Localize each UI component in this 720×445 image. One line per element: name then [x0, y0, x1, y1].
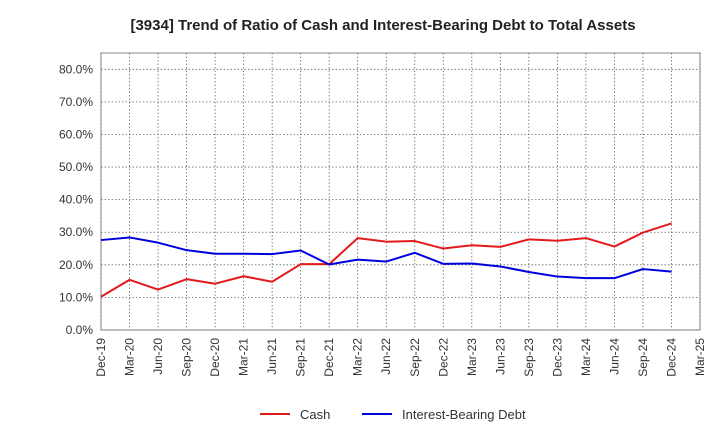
x-tick-label: Sep-22	[408, 338, 422, 377]
x-tick-label: Jun-24	[607, 338, 621, 375]
series-lines	[100, 222, 672, 298]
x-tick-label: Mar-21	[237, 338, 251, 376]
y-tick-label: 20.0%	[59, 258, 93, 272]
y-tick-label: 80.0%	[59, 62, 93, 76]
x-tick-label: Dec-20	[208, 338, 222, 377]
x-tick-label: Sep-20	[180, 338, 194, 377]
x-tick-label: Mar-23	[465, 338, 479, 376]
y-tick-label: 50.0%	[59, 160, 93, 174]
y-tick-label: 40.0%	[59, 193, 93, 207]
x-tick-label: Sep-24	[636, 338, 650, 377]
x-tick-label: Mar-22	[351, 338, 365, 376]
x-tick-label: Jun-22	[379, 338, 393, 375]
plot-area	[100, 52, 701, 331]
x-tick-label: Dec-19	[94, 338, 108, 377]
x-tick-label: Mar-20	[123, 338, 137, 376]
x-tick-label: Dec-21	[322, 338, 336, 377]
series-line-interest-bearing-debt	[100, 236, 672, 280]
chart-title: [3934] Trend of Ratio of Cash and Intere…	[130, 17, 635, 34]
y-tick-label: 30.0%	[59, 225, 93, 239]
y-tick-label: 10.0%	[59, 290, 93, 304]
x-tick-label: Jun-23	[493, 338, 507, 375]
y-tick-label: 70.0%	[59, 95, 93, 109]
x-tick-label: Dec-24	[664, 338, 678, 377]
legend-label-interest-bearing-debt: Interest-Bearing Debt	[402, 407, 526, 422]
x-tick-label: Mar-25	[693, 338, 707, 376]
x-tick-label: Dec-22	[436, 338, 450, 377]
legend-label-cash: Cash	[300, 407, 330, 422]
y-tick-label: 60.0%	[59, 127, 93, 141]
axes: 0.0% 10.0% 20.0% 30.0% 40.0% 50.0% 60.0% 70.0% 8…	[59, 62, 707, 376]
x-tick-label: Mar-24	[579, 338, 593, 376]
x-tick-label: Jun-20	[151, 338, 165, 375]
series-line-cash	[100, 222, 672, 298]
x-tick-label: Sep-21	[294, 338, 308, 377]
x-tick-label: Sep-23	[522, 338, 536, 377]
x-tick-label: Dec-23	[550, 338, 564, 377]
x-tick-label: Jun-21	[265, 338, 279, 375]
grid	[100, 52, 701, 331]
y-tick-label: 0.0%	[66, 323, 94, 337]
legend: Cash Interest-Bearing Debt	[260, 407, 526, 422]
